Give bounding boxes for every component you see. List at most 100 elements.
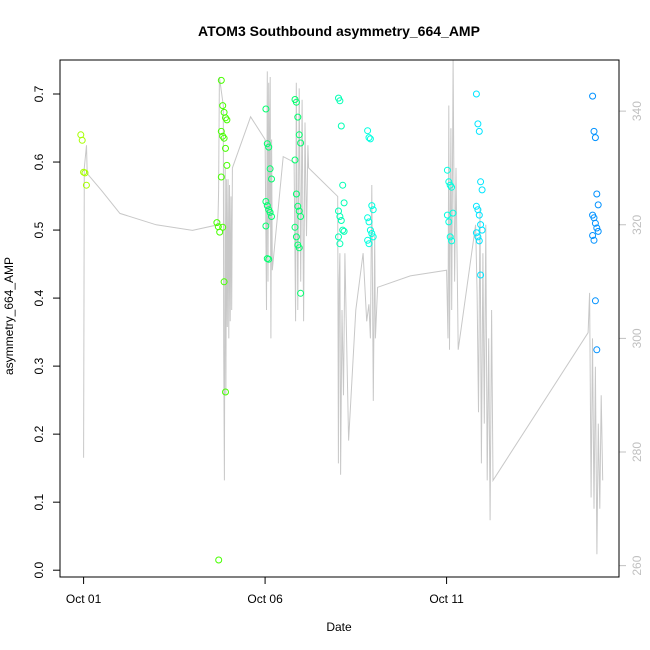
data-point bbox=[472, 90, 480, 98]
data-point bbox=[268, 175, 275, 183]
data-point bbox=[262, 222, 270, 230]
y-tick-label: 0.2 bbox=[32, 425, 46, 442]
data-point bbox=[445, 218, 453, 226]
chart-title: ATOM3 Southbound asymmetry_664_AMP bbox=[198, 23, 480, 39]
y2-tick-label: 320 bbox=[630, 214, 644, 234]
data-point bbox=[292, 98, 300, 106]
data-point bbox=[297, 289, 305, 297]
data-point bbox=[593, 346, 601, 354]
data-point bbox=[364, 127, 372, 135]
data-point bbox=[223, 116, 231, 124]
data-point bbox=[594, 201, 602, 209]
data-point bbox=[369, 206, 377, 214]
data-point bbox=[448, 237, 456, 245]
data-point bbox=[366, 226, 374, 234]
data-point bbox=[593, 190, 601, 198]
data-point bbox=[448, 183, 456, 191]
data-point bbox=[365, 240, 373, 248]
data-point bbox=[336, 213, 344, 220]
data-point bbox=[591, 297, 599, 305]
data-point bbox=[81, 169, 89, 177]
data-point bbox=[294, 202, 302, 210]
data-point bbox=[339, 181, 347, 189]
data-point bbox=[337, 122, 345, 130]
data-point bbox=[292, 233, 300, 241]
y2-tick-label: 260 bbox=[630, 555, 644, 575]
data-point bbox=[220, 134, 228, 142]
data-point bbox=[364, 214, 372, 222]
data-point bbox=[215, 556, 223, 564]
data-point bbox=[263, 140, 271, 148]
data-point bbox=[336, 97, 344, 105]
data-point bbox=[478, 186, 486, 194]
data-point bbox=[337, 217, 345, 224]
data-point bbox=[340, 227, 348, 235]
data-point bbox=[368, 230, 376, 237]
data-point bbox=[219, 102, 227, 110]
data-point bbox=[475, 211, 483, 219]
x-axis-label: Date bbox=[326, 620, 352, 634]
data-point bbox=[369, 233, 377, 241]
y-tick-label: 0.7 bbox=[32, 85, 46, 102]
data-point bbox=[82, 181, 90, 189]
data-point bbox=[443, 166, 451, 174]
data-point bbox=[295, 131, 303, 139]
plot-frame bbox=[59, 59, 620, 578]
x-tick-label: Oct 06 bbox=[247, 592, 283, 606]
data-point bbox=[594, 227, 602, 235]
y2-tick-label: 340 bbox=[630, 101, 644, 121]
data-point bbox=[219, 223, 227, 231]
y-tick-label: 0.1 bbox=[32, 494, 46, 511]
data-point bbox=[364, 236, 372, 244]
data-point bbox=[223, 161, 231, 169]
data-point bbox=[217, 173, 225, 181]
data-point bbox=[297, 213, 305, 220]
data-point bbox=[368, 202, 376, 210]
data-point bbox=[295, 244, 303, 252]
data-point bbox=[336, 240, 344, 248]
data-point bbox=[266, 208, 274, 216]
data-point bbox=[472, 229, 480, 237]
data-point bbox=[339, 226, 347, 234]
data-point bbox=[593, 224, 601, 232]
data-point bbox=[291, 223, 299, 231]
data-point bbox=[446, 181, 454, 189]
data-point bbox=[365, 218, 373, 226]
data-point bbox=[472, 202, 480, 210]
data-point bbox=[217, 127, 225, 135]
data-point bbox=[263, 202, 271, 210]
y-tick-label: 0.5 bbox=[32, 221, 46, 238]
y-tick-label: 0.4 bbox=[32, 289, 46, 306]
data-point bbox=[262, 198, 270, 205]
data-point bbox=[477, 271, 485, 279]
data-point bbox=[266, 165, 274, 173]
secondary-series-line bbox=[83, 59, 604, 555]
data-point bbox=[591, 219, 599, 227]
secondary-series bbox=[83, 59, 604, 555]
data-point bbox=[297, 139, 305, 147]
data-point bbox=[294, 113, 302, 121]
data-point bbox=[475, 237, 483, 245]
data-point bbox=[291, 156, 299, 164]
y-axis-label: asymmetry_664_AMP bbox=[2, 257, 16, 375]
data-point bbox=[589, 232, 597, 239]
data-points bbox=[77, 76, 602, 564]
data-point bbox=[340, 199, 348, 207]
data-point bbox=[477, 178, 485, 186]
data-point bbox=[475, 127, 483, 135]
data-point bbox=[222, 388, 229, 396]
data-point bbox=[78, 136, 86, 144]
data-point bbox=[445, 178, 453, 186]
data-point bbox=[265, 255, 273, 263]
x-tick-label: Oct 01 bbox=[66, 592, 102, 606]
y-tick-label: 0.0 bbox=[32, 562, 46, 579]
y-tick-label: 0.6 bbox=[32, 153, 46, 170]
x-tick-label: Oct 11 bbox=[429, 592, 464, 606]
data-point bbox=[591, 134, 599, 142]
data-point bbox=[213, 219, 221, 227]
data-point bbox=[262, 105, 270, 113]
data-point bbox=[222, 144, 229, 152]
y-tick-label: 0.3 bbox=[32, 357, 46, 374]
y2-tick-label: 300 bbox=[630, 328, 644, 348]
